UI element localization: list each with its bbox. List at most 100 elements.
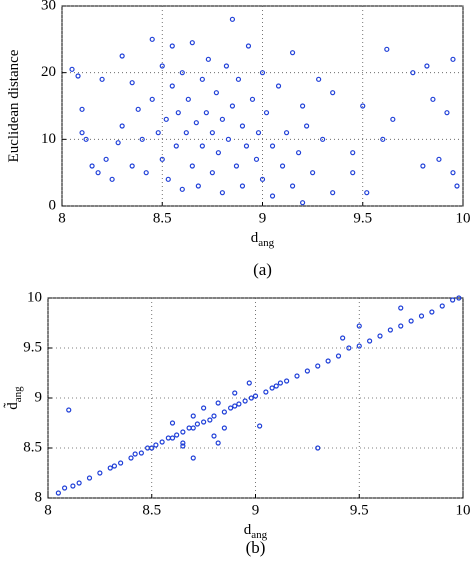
y-axis-label-part: Euclidean distance: [6, 49, 22, 162]
point: [320, 136, 326, 142]
y-tick-label: 9.5: [23, 339, 42, 355]
point: [199, 143, 205, 149]
point: [159, 156, 165, 162]
point: [390, 116, 396, 122]
point: [310, 170, 316, 176]
point: [279, 163, 286, 169]
point: [180, 440, 186, 446]
x-tick-label: 8.5: [153, 210, 172, 226]
point: [450, 297, 456, 303]
point: [103, 156, 109, 162]
point: [185, 96, 191, 102]
point: [159, 63, 165, 69]
point: [346, 345, 352, 351]
point: [335, 353, 342, 359]
point: [239, 123, 246, 129]
point: [263, 389, 269, 395]
x-tick-label: 8.5: [142, 502, 161, 518]
point: [153, 442, 159, 448]
point: [69, 66, 75, 72]
point: [228, 405, 234, 411]
point: [215, 150, 221, 156]
point: [169, 43, 175, 49]
point: [356, 323, 362, 329]
point: [360, 103, 366, 109]
point: [195, 183, 201, 189]
point: [111, 463, 118, 469]
point: [269, 385, 275, 391]
point: [246, 380, 252, 386]
point: [55, 490, 61, 496]
point: [190, 413, 196, 419]
point: [213, 90, 219, 96]
point: [450, 170, 456, 176]
point: [232, 403, 238, 409]
x-axis-label-part: d: [251, 230, 259, 246]
point: [232, 390, 238, 396]
x-tick-label: 9: [259, 210, 267, 226]
point: [107, 465, 113, 471]
point: [119, 53, 125, 59]
point: [169, 83, 175, 89]
point: [245, 43, 252, 49]
point: [149, 96, 155, 102]
point: [99, 76, 105, 82]
point: [190, 455, 196, 461]
y-tick-label: 10: [27, 289, 42, 305]
y-tick-label: 20: [41, 64, 56, 80]
point: [364, 190, 370, 196]
point: [239, 183, 246, 189]
x-axis-label-part: ang: [258, 237, 274, 249]
point: [273, 383, 279, 389]
point: [229, 103, 236, 109]
point: [398, 305, 404, 311]
point: [315, 445, 321, 451]
point: [340, 335, 346, 341]
point: [300, 200, 306, 206]
point: [173, 143, 179, 149]
point: [255, 130, 262, 136]
point: [79, 130, 85, 136]
point: [205, 56, 211, 62]
point: [61, 485, 68, 491]
x-axis-label: dang: [244, 522, 268, 540]
point: [159, 439, 165, 445]
point: [263, 110, 270, 116]
point: [315, 363, 321, 369]
caption: (a): [253, 260, 272, 279]
x-tick-label: 9: [252, 502, 260, 518]
point: [300, 103, 306, 109]
point: [410, 70, 416, 76]
point: [456, 295, 462, 301]
point: [430, 96, 436, 102]
point: [183, 130, 189, 136]
point: [135, 106, 141, 112]
point: [179, 186, 185, 192]
point: [424, 63, 430, 69]
point: [277, 380, 283, 386]
point: [350, 170, 356, 176]
point: [249, 96, 256, 102]
point: [269, 193, 276, 199]
y-axis-label: d̃ang: [4, 386, 24, 410]
point: [199, 76, 205, 82]
point: [257, 423, 263, 429]
point: [207, 417, 213, 423]
point: [193, 120, 199, 126]
point: [66, 407, 72, 413]
point: [284, 378, 290, 384]
point: [76, 480, 82, 486]
point: [304, 123, 310, 129]
x-tick-label: 8: [44, 502, 52, 518]
point: [387, 327, 393, 333]
point: [180, 429, 186, 435]
x-tick-label: 10: [456, 210, 471, 226]
point: [398, 323, 404, 329]
x-tick-label: 9.5: [353, 210, 372, 226]
point: [408, 318, 414, 324]
point: [367, 338, 373, 344]
point: [454, 183, 460, 189]
point: [175, 110, 181, 116]
point: [436, 156, 442, 162]
